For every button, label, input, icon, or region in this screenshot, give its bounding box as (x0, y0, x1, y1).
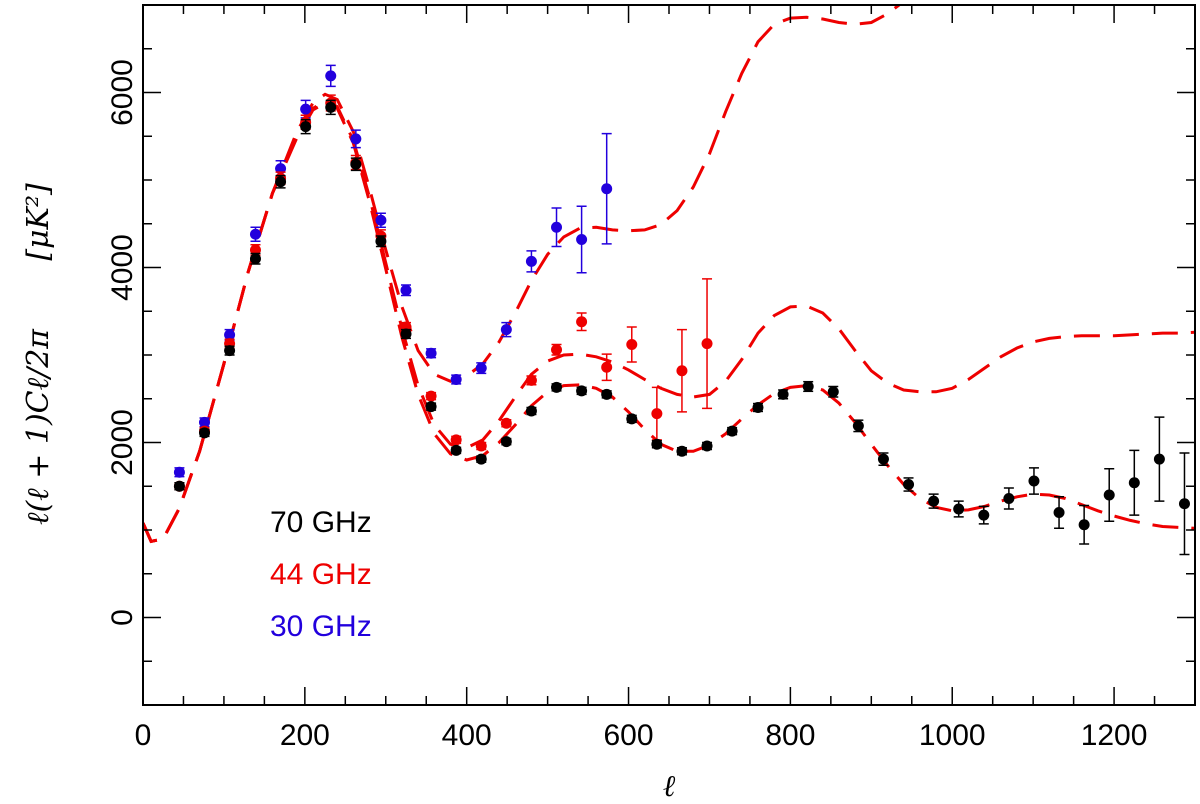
data-point (928, 495, 940, 507)
data-point (1153, 453, 1165, 465)
data-point (701, 338, 713, 350)
data-point (551, 221, 563, 233)
data-point (551, 381, 563, 393)
data-point (576, 385, 588, 397)
data-point (300, 103, 312, 115)
data-point (199, 427, 211, 439)
data-point (249, 253, 261, 265)
data-point (1053, 507, 1065, 518)
data-point (1003, 493, 1015, 504)
data-point (249, 228, 261, 240)
data-point (852, 420, 864, 432)
data-point (752, 402, 764, 413)
data-point (676, 445, 688, 457)
y-tick-label: 4000 (106, 234, 139, 301)
data-point (701, 440, 713, 452)
data-point (1078, 519, 1090, 531)
data-point (425, 347, 437, 359)
x-tick-label: 0 (135, 719, 152, 752)
data-point (375, 214, 387, 226)
data-point (325, 101, 337, 113)
data-point (224, 329, 236, 341)
x-tick-label: 600 (604, 719, 654, 752)
data-point (400, 284, 412, 296)
x-tick-label: 1000 (919, 719, 986, 752)
legend-entry-30-ghz: 30 GHz (270, 610, 372, 643)
data-point (350, 158, 362, 170)
data-point (601, 388, 613, 400)
data-point (173, 480, 185, 492)
data-point (224, 345, 236, 357)
data-point (1028, 475, 1040, 487)
y-axis-title-unit: [μK²] (21, 183, 56, 261)
data-point (978, 509, 990, 521)
x-tick-label: 800 (765, 719, 815, 752)
data-point (877, 453, 889, 465)
axis-ticks (142, 4, 1196, 706)
data-point (1128, 477, 1140, 489)
legend-entry-44-ghz: 44 GHz (270, 558, 372, 591)
data-point (651, 408, 663, 420)
data-point (827, 386, 839, 398)
data-point (551, 344, 563, 356)
data-point (450, 374, 462, 385)
data-point (500, 324, 512, 336)
y-tick-label: 0 (106, 609, 139, 626)
data-point (425, 401, 437, 413)
data-point (450, 434, 462, 446)
data-point (525, 255, 537, 267)
data-point (802, 381, 814, 392)
data-point (651, 438, 663, 450)
data-point (275, 176, 287, 188)
x-tick-label: 400 (442, 719, 492, 752)
data-points (173, 64, 1190, 556)
model-curve-2 (143, 101, 1195, 544)
y-axis-title-expression: ℓ(ℓ + 1)Cℓ/2π (21, 328, 56, 525)
data-point (350, 133, 362, 145)
data-point (676, 365, 688, 377)
series-70-ghz (173, 99, 1190, 556)
series-44-ghz (173, 94, 713, 492)
data-point (300, 121, 312, 133)
data-point (525, 374, 537, 386)
x-tick-label: 200 (280, 719, 330, 752)
data-point (601, 183, 613, 195)
data-point (475, 440, 487, 452)
data-point (375, 235, 387, 247)
axis-tick-labels: 0 200 400 600 800 1000 1200 0 2000 4000 6000 (106, 59, 1147, 752)
data-point (173, 466, 185, 478)
y-tick-label: 6000 (106, 59, 139, 126)
data-point (953, 503, 965, 515)
data-point (601, 361, 613, 373)
data-point (626, 413, 638, 425)
data-point (777, 388, 789, 400)
data-point (475, 362, 487, 374)
data-point (450, 444, 462, 456)
data-point (475, 453, 487, 465)
y-tick-label: 2000 (106, 409, 139, 476)
data-point (1178, 498, 1190, 510)
data-point (199, 416, 211, 428)
data-point (726, 425, 738, 437)
data-point (1103, 489, 1115, 501)
data-point (500, 417, 512, 429)
data-point (576, 316, 588, 328)
x-tick-label: 1200 (1081, 719, 1148, 752)
data-point (903, 479, 915, 490)
y-axis-title: ℓ(ℓ + 1)Cℓ/2π [μK²] (21, 183, 56, 525)
legend-entry-70-ghz: 70 GHz (270, 506, 372, 539)
data-point (576, 234, 588, 245)
data-point (400, 328, 412, 340)
data-point (525, 405, 537, 417)
x-axis-title: ℓ (663, 769, 676, 804)
model-curve-1 (143, 99, 1195, 544)
data-point (500, 436, 512, 448)
data-point (626, 339, 638, 350)
model-curves (143, 5, 1195, 544)
data-point (425, 390, 437, 402)
legend: 70 GHz 44 GHz 30 GHz (270, 506, 372, 643)
data-point (325, 70, 337, 82)
